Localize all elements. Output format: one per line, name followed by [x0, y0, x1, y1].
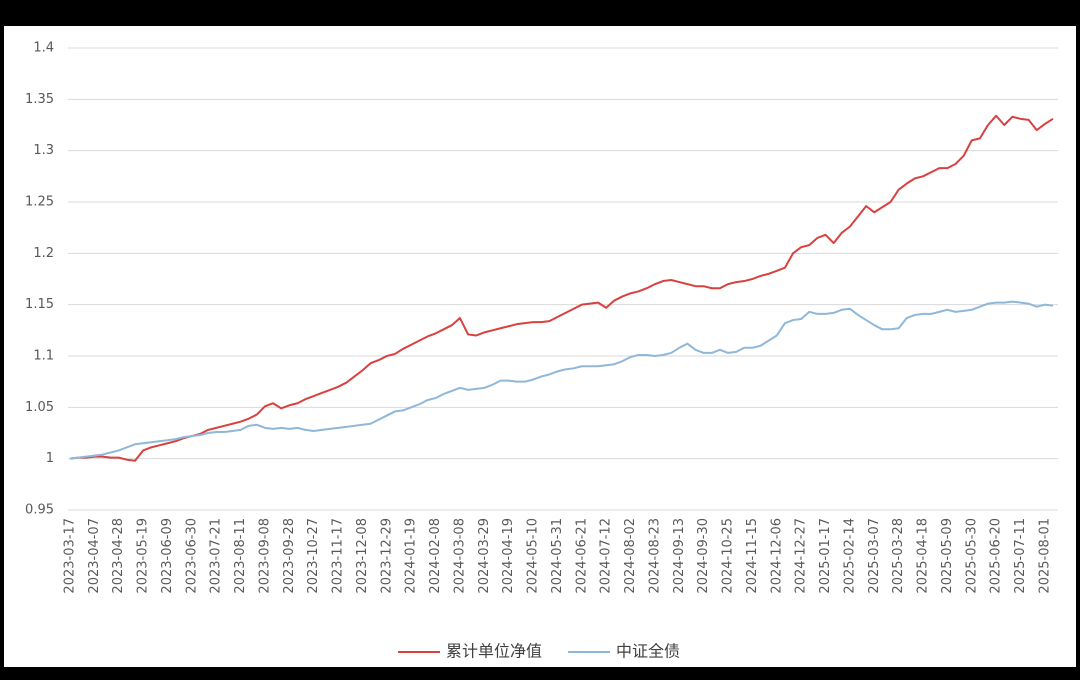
legend-label: 累计单位净值 [446, 642, 542, 661]
y-tick-label: 1.3 [33, 143, 54, 158]
x-tick-label: 2023-07-21 [209, 518, 224, 594]
x-tick-label: 2024-03-08 [452, 518, 467, 594]
x-tick-label: 2025-08-01 [1037, 518, 1052, 594]
legend-label: 中证全债 [616, 642, 680, 661]
x-tick-label: 2025-05-09 [940, 518, 955, 594]
x-tick-label: 2023-04-07 [87, 518, 102, 594]
y-tick-label: 1 [46, 451, 54, 466]
y-tick-label: 1.2 [33, 246, 54, 261]
x-tick-label: 2023-12-29 [379, 518, 394, 594]
x-tick-label: 2024-09-13 [672, 518, 687, 594]
x-tick-label: 2025-02-14 [842, 518, 857, 594]
x-tick-label: 2024-08-23 [647, 518, 662, 594]
x-tick-label: 2024-10-25 [721, 518, 736, 594]
x-tick-label: 2023-11-17 [331, 518, 346, 594]
x-tick-label: 2023-10-27 [306, 518, 321, 594]
y-tick-label: 0.95 [25, 503, 54, 518]
x-tick-label: 2023-03-17 [63, 518, 78, 594]
x-tick-label: 2025-06-20 [989, 518, 1004, 594]
x-tick-label: 2024-06-21 [574, 518, 589, 594]
x-tick-label: 2023-09-08 [257, 518, 272, 594]
x-tick-label: 2024-08-02 [623, 518, 638, 594]
y-tick-label: 1.05 [25, 400, 54, 415]
x-tick-label: 2024-02-08 [428, 518, 443, 594]
y-tick-label: 1.15 [25, 297, 54, 312]
x-tick-label: 2023-12-08 [355, 518, 370, 594]
legend: 累计单位净值 中证全债 [398, 642, 680, 661]
x-tick-label: 2024-11-15 [745, 518, 760, 594]
x-tick-label: 2024-05-31 [550, 518, 565, 594]
x-tick-label: 2024-07-12 [599, 518, 614, 594]
x-tick-label: 2025-03-28 [891, 518, 906, 594]
x-tick-label: 2025-07-11 [1013, 518, 1028, 594]
x-tick-label: 2023-04-28 [111, 518, 126, 594]
x-tick-label: 2024-01-19 [404, 518, 419, 594]
x-tick-label: 2023-05-19 [136, 518, 151, 594]
x-tick-label: 2025-05-30 [964, 518, 979, 594]
x-tick-label: 2024-12-06 [769, 518, 784, 594]
series-line [69, 114, 1054, 462]
x-tick-label: 2024-09-30 [696, 518, 711, 594]
y-tick-label: 1.4 [33, 41, 54, 56]
x-tick-label: 2024-12-27 [794, 518, 809, 594]
y-tick-label: 1.25 [25, 195, 54, 210]
x-tick-label: 2025-03-07 [867, 518, 882, 594]
series-line [69, 300, 1054, 460]
x-tick-label: 2023-09-28 [282, 518, 297, 594]
x-tick-label: 2024-03-29 [477, 518, 492, 594]
y-tick-label: 1.35 [25, 92, 54, 107]
chart-area [4, 26, 1076, 667]
x-tick-label: 2025-04-18 [916, 518, 931, 594]
x-tick-label: 2024-05-10 [526, 518, 541, 594]
y-tick-label: 1.1 [33, 349, 54, 364]
x-tick-label: 2024-04-19 [501, 518, 516, 594]
x-tick-label: 2023-06-30 [184, 518, 199, 594]
x-tick-label: 2023-08-11 [233, 518, 248, 594]
x-tick-label: 2023-06-09 [160, 518, 175, 594]
x-tick-label: 2025-01-17 [818, 518, 833, 594]
